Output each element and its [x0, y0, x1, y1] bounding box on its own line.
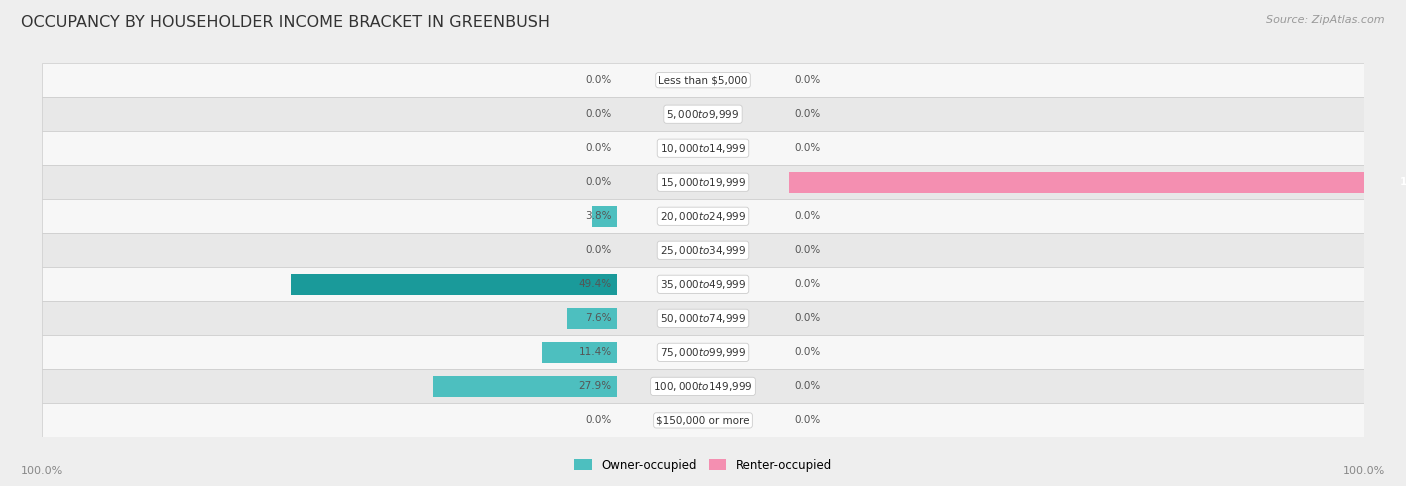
Text: 0.0%: 0.0%: [794, 211, 821, 221]
Text: 0.0%: 0.0%: [585, 109, 612, 119]
Text: $100,000 to $149,999: $100,000 to $149,999: [654, 380, 752, 393]
Bar: [42, 267, 1364, 301]
Text: 0.0%: 0.0%: [794, 279, 821, 289]
Text: 0.0%: 0.0%: [794, 313, 821, 323]
Bar: [42, 165, 1364, 199]
Text: 0.0%: 0.0%: [585, 416, 612, 425]
Text: 27.9%: 27.9%: [579, 382, 612, 391]
Text: $20,000 to $24,999: $20,000 to $24,999: [659, 210, 747, 223]
Bar: [42, 199, 1364, 233]
Text: 100.0%: 100.0%: [21, 466, 63, 476]
Text: $25,000 to $34,999: $25,000 to $34,999: [659, 244, 747, 257]
Legend: Owner-occupied, Renter-occupied: Owner-occupied, Renter-occupied: [569, 454, 837, 476]
Text: 0.0%: 0.0%: [794, 416, 821, 425]
Text: 49.4%: 49.4%: [579, 279, 612, 289]
Text: 0.0%: 0.0%: [585, 177, 612, 187]
Bar: [789, 172, 1406, 193]
Text: 0.0%: 0.0%: [585, 143, 612, 153]
Bar: [42, 233, 1364, 267]
Bar: [291, 274, 617, 295]
Text: $5,000 to $9,999: $5,000 to $9,999: [666, 108, 740, 121]
Text: $50,000 to $74,999: $50,000 to $74,999: [659, 312, 747, 325]
Bar: [42, 335, 1364, 369]
Text: 0.0%: 0.0%: [585, 75, 612, 85]
Text: 11.4%: 11.4%: [579, 347, 612, 357]
Text: Source: ZipAtlas.com: Source: ZipAtlas.com: [1267, 15, 1385, 25]
Bar: [567, 308, 617, 329]
Bar: [541, 342, 617, 363]
Bar: [42, 301, 1364, 335]
Bar: [42, 63, 1364, 97]
Text: 0.0%: 0.0%: [794, 75, 821, 85]
Text: 100.0%: 100.0%: [1399, 177, 1406, 187]
Text: 7.6%: 7.6%: [585, 313, 612, 323]
Text: $10,000 to $14,999: $10,000 to $14,999: [659, 142, 747, 155]
Bar: [42, 131, 1364, 165]
Bar: [42, 403, 1364, 437]
Bar: [433, 376, 617, 397]
Text: 0.0%: 0.0%: [585, 245, 612, 255]
Bar: [592, 206, 617, 227]
Text: $75,000 to $99,999: $75,000 to $99,999: [659, 346, 747, 359]
Text: $15,000 to $19,999: $15,000 to $19,999: [659, 176, 747, 189]
Text: 0.0%: 0.0%: [794, 382, 821, 391]
Text: 100.0%: 100.0%: [1343, 466, 1385, 476]
Text: Less than $5,000: Less than $5,000: [658, 75, 748, 85]
Text: 3.8%: 3.8%: [585, 211, 612, 221]
Bar: [42, 369, 1364, 403]
Text: 0.0%: 0.0%: [794, 143, 821, 153]
Text: $35,000 to $49,999: $35,000 to $49,999: [659, 278, 747, 291]
Text: 0.0%: 0.0%: [794, 245, 821, 255]
Text: 0.0%: 0.0%: [794, 347, 821, 357]
Text: $150,000 or more: $150,000 or more: [657, 416, 749, 425]
Bar: [42, 97, 1364, 131]
Text: OCCUPANCY BY HOUSEHOLDER INCOME BRACKET IN GREENBUSH: OCCUPANCY BY HOUSEHOLDER INCOME BRACKET …: [21, 15, 550, 30]
Text: 0.0%: 0.0%: [794, 109, 821, 119]
